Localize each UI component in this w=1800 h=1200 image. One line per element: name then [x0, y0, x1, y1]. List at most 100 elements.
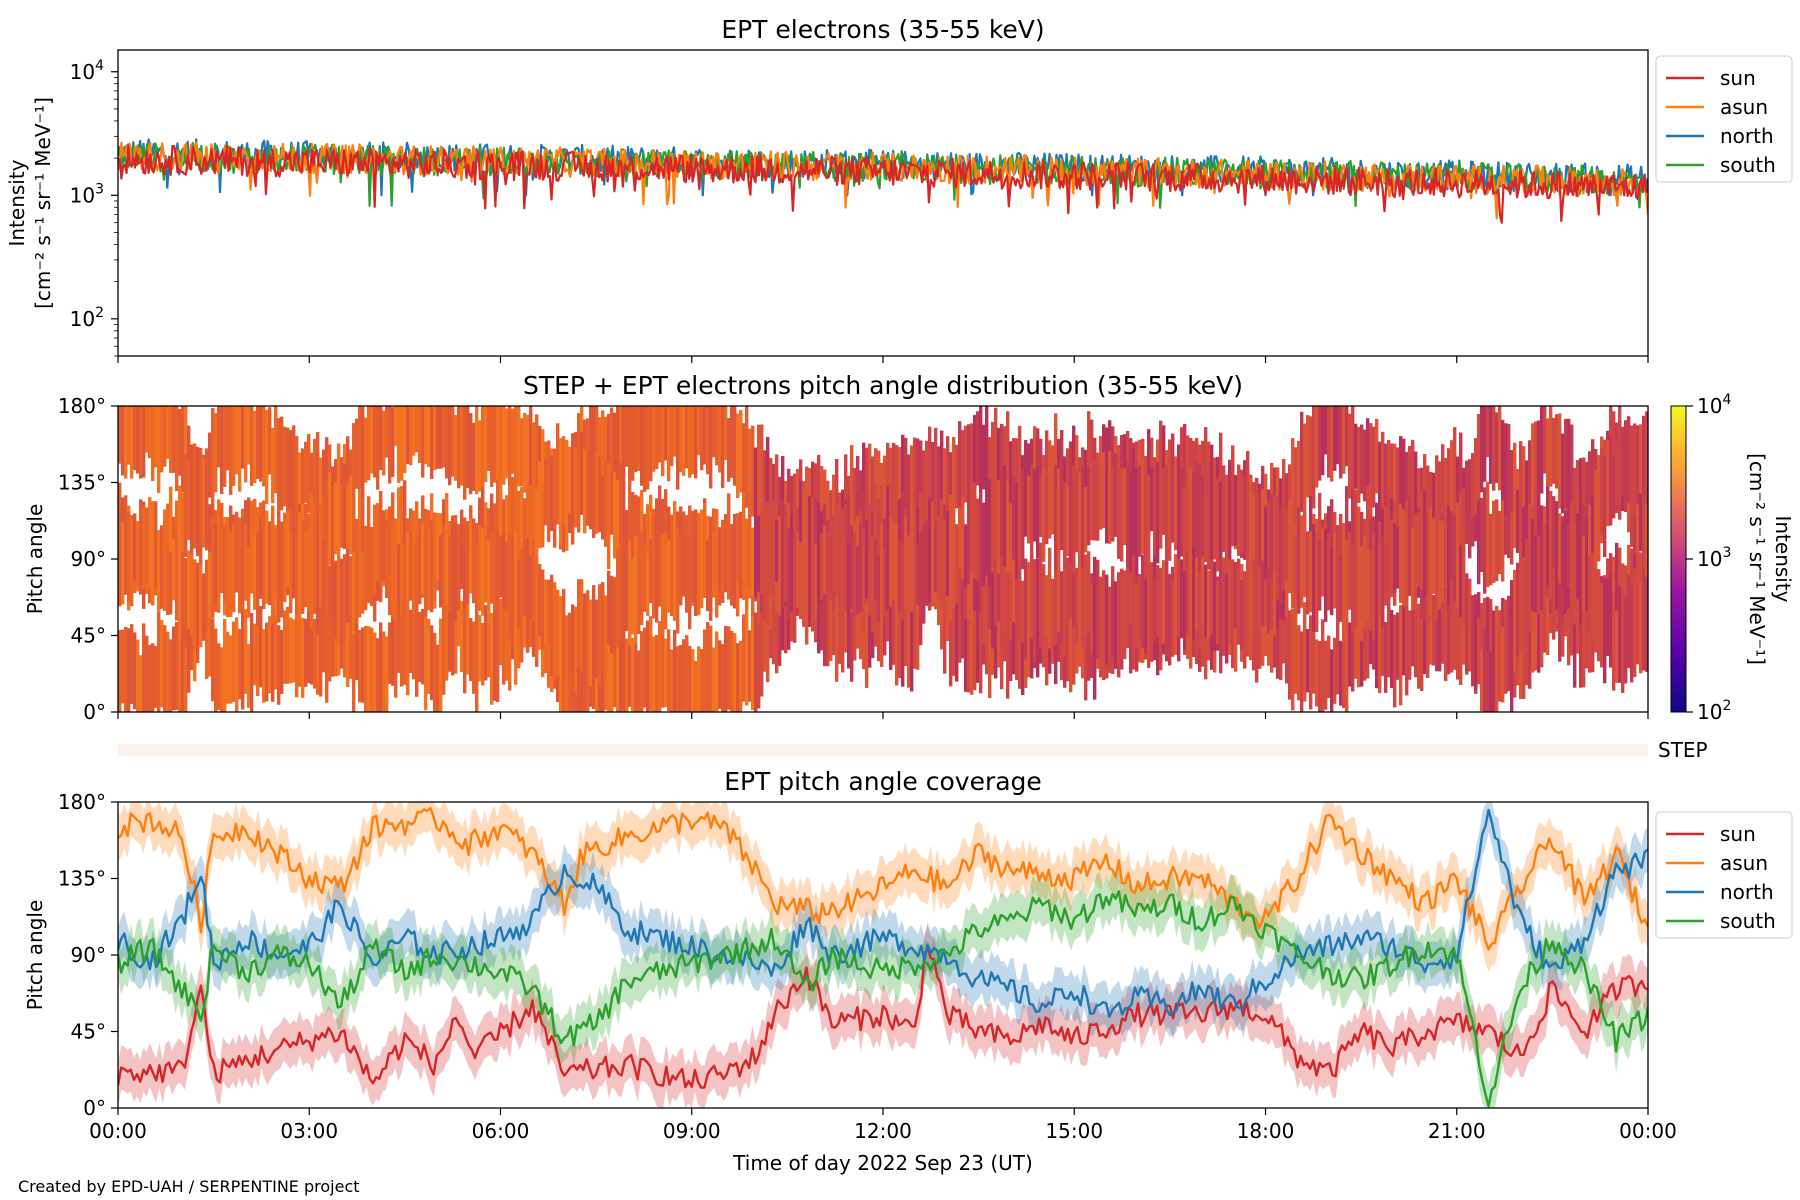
heatmap-cell	[1228, 464, 1232, 560]
heatmap-cell	[313, 439, 317, 535]
heatmap-cell	[562, 588, 566, 679]
heatmap-cell	[1504, 423, 1508, 514]
heatmap-cell	[1033, 559, 1037, 663]
heatmap-cell	[1114, 453, 1118, 537]
heatmap-cell	[886, 526, 890, 610]
heatmap-cell	[715, 509, 719, 587]
heatmap-cell	[208, 504, 212, 592]
heatmap-cell	[1063, 556, 1067, 657]
heatmap-cell	[1576, 572, 1580, 654]
heatmap-cell	[1153, 578, 1157, 643]
heatmap-cell	[1351, 545, 1355, 632]
heatmap-cell	[187, 623, 191, 693]
heatmap-cell	[892, 442, 896, 516]
step-strip: STEP	[118, 738, 1708, 762]
heatmap-cell	[1642, 592, 1646, 671]
heatmap-cell	[871, 456, 875, 549]
heatmap-cell	[469, 517, 473, 594]
heatmap-cell	[1438, 519, 1442, 599]
pad-ylabel: Pitch angle	[23, 504, 47, 615]
heatmap-cell	[595, 406, 599, 496]
heatmap-cell	[1285, 473, 1289, 536]
heatmap-cell	[496, 406, 500, 481]
heatmap-cell	[970, 595, 974, 695]
heatmap-cell	[586, 650, 590, 712]
heatmap-cell	[679, 535, 683, 606]
heatmap-cell	[1297, 440, 1301, 533]
heatmap-cell	[1216, 479, 1220, 572]
heatmap-cell	[1360, 424, 1364, 494]
heatmap-cell	[1558, 557, 1562, 662]
heatmap-cell	[259, 517, 263, 599]
heatmap-cell	[430, 625, 434, 701]
heatmap-cell	[1549, 490, 1553, 600]
heatmap-cell	[607, 618, 611, 712]
heatmap-cell	[238, 406, 242, 492]
heatmap-cell	[1600, 448, 1604, 535]
heatmap-cell	[1546, 570, 1550, 655]
heatmap-cell	[406, 406, 410, 464]
heatmap-cell	[409, 406, 413, 466]
heatmap-cell	[586, 590, 590, 672]
heatmap-cell	[229, 635, 233, 704]
heatmap-cell	[1405, 501, 1409, 607]
heatmap-cell	[895, 524, 899, 606]
heatmap-cell	[187, 459, 191, 540]
heatmap-cell	[1258, 492, 1262, 567]
heatmap-cell	[766, 502, 770, 591]
heatmap-cell	[1126, 461, 1130, 566]
heatmap-cell	[1348, 622, 1352, 687]
heatmap-cell	[517, 558, 521, 630]
heatmap-cell	[406, 586, 410, 696]
heatmap-cell	[1309, 416, 1313, 516]
heatmap-cell	[475, 543, 479, 619]
heatmap-cell	[361, 495, 365, 598]
heatmap-cell	[631, 492, 635, 573]
heatmap-cell	[277, 625, 281, 705]
heatmap-cell	[223, 525, 227, 602]
heatmap-cell	[1582, 591, 1586, 688]
heatmap-cell	[349, 556, 353, 635]
heatmap-cell	[1348, 532, 1352, 610]
heatmap-cell	[1366, 485, 1370, 585]
heatmap-cell	[1123, 570, 1127, 648]
heatmap-cell	[724, 518, 728, 581]
heatmap-cell	[892, 520, 896, 601]
heatmap-cell	[1645, 488, 1648, 561]
heatmap-cell	[595, 452, 599, 534]
heatmap-cell	[157, 611, 161, 712]
heatmap-cell	[799, 542, 803, 617]
heatmap-cell	[454, 571, 458, 674]
heatmap-cell	[649, 616, 653, 712]
heatmap-cell	[1339, 640, 1343, 706]
heatmap-cell	[859, 580, 863, 660]
heatmap-cell	[148, 497, 152, 588]
coverage-xlabel: Time of day 2022 Sep 23 (UT)	[732, 1151, 1033, 1175]
heatmap-cell	[1519, 441, 1523, 533]
heatmap-cell	[190, 453, 194, 556]
heatmap-cell	[499, 598, 503, 666]
heatmap-cell	[1588, 610, 1592, 673]
heatmap-cell	[745, 518, 749, 607]
heatmap-cell	[439, 535, 443, 608]
heatmap-cell	[532, 475, 536, 560]
heatmap-cell	[1414, 514, 1418, 609]
heatmap-cell	[295, 436, 299, 521]
heatmap-cell	[1447, 506, 1451, 606]
heatmap-cell	[1000, 549, 1004, 645]
heatmap-cell	[610, 575, 614, 654]
heatmap-cell	[436, 644, 440, 712]
heatmap-cell	[1522, 613, 1526, 699]
heatmap-cell	[466, 600, 470, 675]
heatmap-cell	[649, 539, 653, 604]
heatmap-cell	[1582, 535, 1586, 611]
heatmap-cell	[166, 406, 170, 459]
heatmap-cell	[1474, 438, 1478, 516]
heatmap-cell	[1417, 603, 1421, 689]
heatmap-cell	[973, 588, 977, 691]
heatmap-cell	[1483, 487, 1487, 594]
heatmap-cell	[1624, 596, 1628, 684]
heatmap-cell	[1447, 448, 1451, 550]
heatmap-cell	[985, 406, 989, 502]
x-tick-label: 00:00	[89, 1119, 147, 1143]
